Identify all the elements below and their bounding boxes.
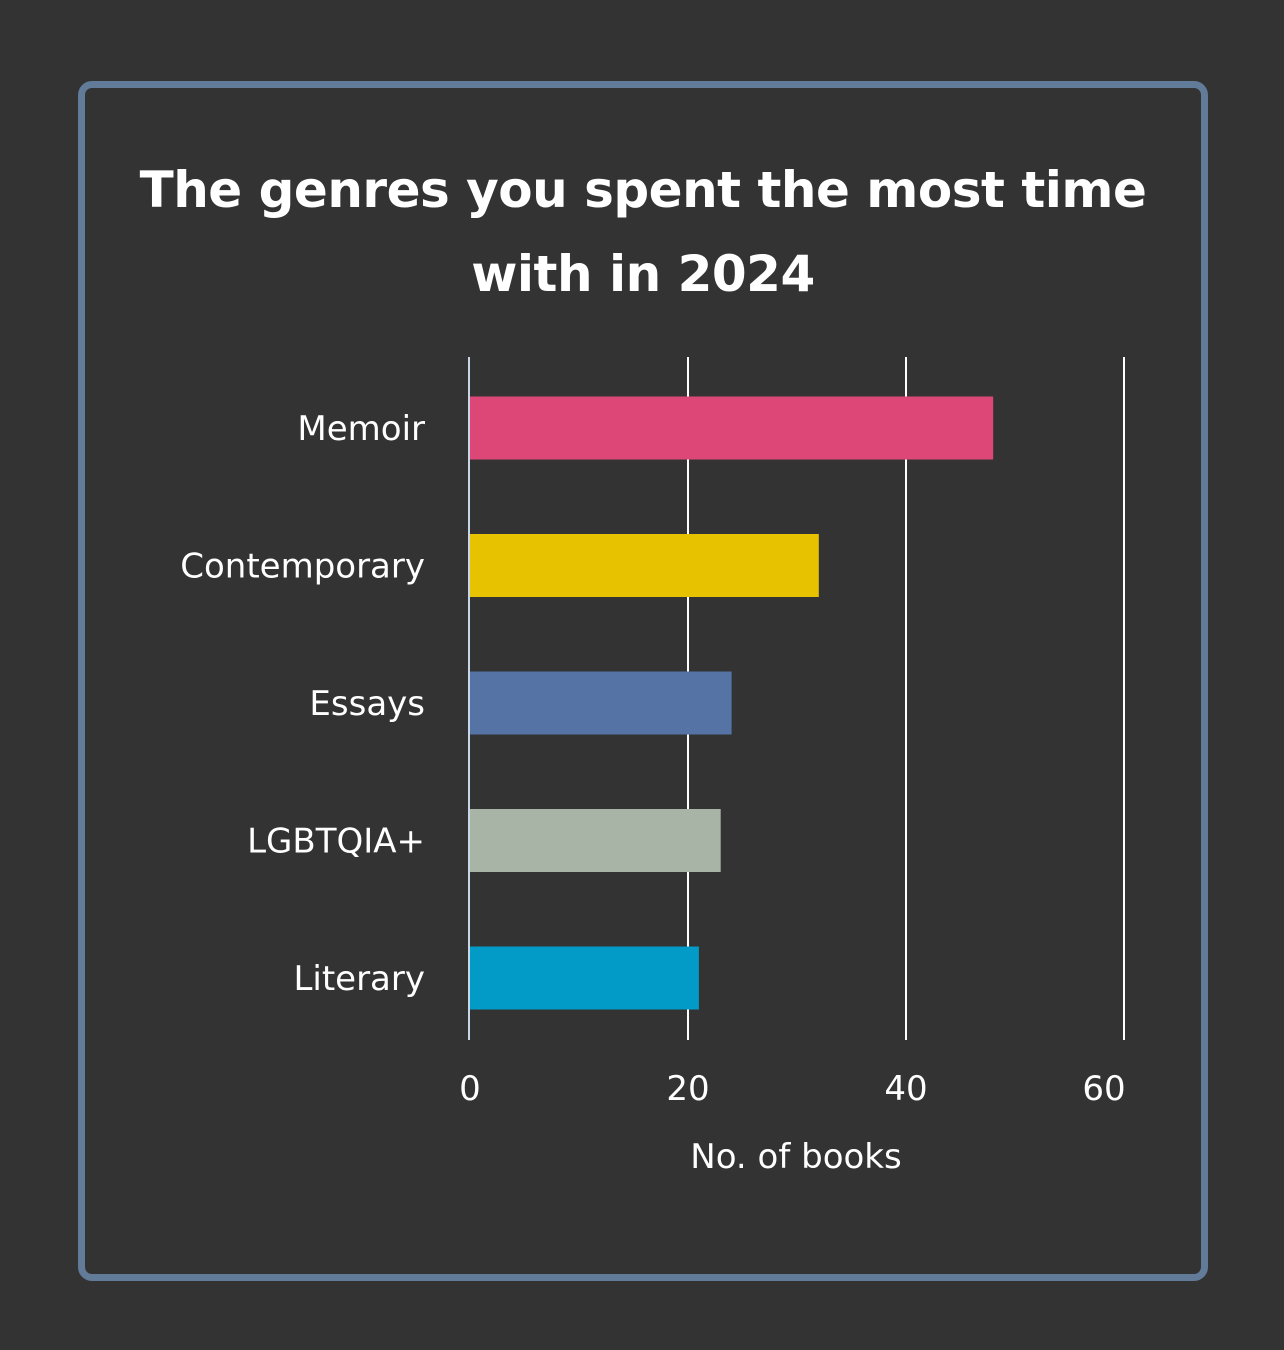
x-tick-label-60: 60 (1082, 1069, 1125, 1109)
bars (470, 396, 994, 1010)
labels: 0 20 40 60 Memoir Contemporary Essays LGBTQIA+ L… (180, 409, 1125, 1109)
bar-memoir (470, 396, 994, 460)
chart-title: The genres you spent the most time with … (85, 148, 1201, 316)
x-axis-title: No. of books (690, 1137, 901, 1177)
y-category-label-memoir: Memoir (297, 409, 425, 449)
y-category-label-lgbtqia-: LGBTQIA+ (247, 822, 425, 862)
chart-title-line-1: The genres you spent the most time (139, 161, 1147, 219)
bar-essays (470, 671, 732, 735)
y-category-label-literary: Literary (293, 959, 425, 999)
chart-title-line-2: with in 2024 (471, 245, 815, 303)
bar-lgbtqia- (470, 809, 721, 872)
x-tick-label-20: 20 (666, 1069, 709, 1109)
bar-literary (470, 946, 699, 1010)
bar-contemporary (470, 534, 819, 597)
x-tick-label-40: 40 (884, 1069, 927, 1109)
y-category-label-contemporary: Contemporary (180, 547, 425, 587)
y-category-label-essays: Essays (309, 684, 425, 724)
x-tick-label-0: 0 (459, 1069, 481, 1109)
